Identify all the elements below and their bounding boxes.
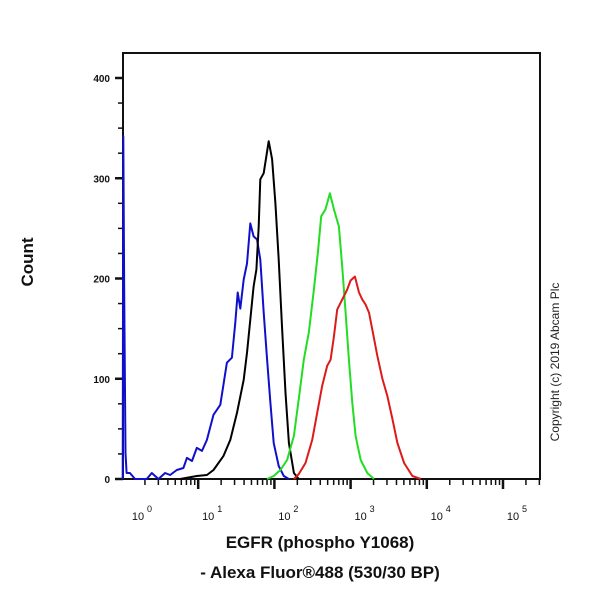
x-tick-label: 10 [507, 511, 519, 523]
y-axis-label: Count [18, 237, 37, 287]
x-tick-label: 10 [132, 511, 144, 523]
x-tick-label-exponent: 5 [522, 504, 527, 514]
x-tick-label: 10 [431, 511, 443, 523]
histogram-series-2 [266, 192, 375, 480]
y-tick-label: 100 [93, 375, 110, 386]
y-tick-label: 200 [93, 275, 110, 286]
copyright-annotation: Copyright (c) 2019 Abcam Plc [548, 282, 562, 442]
y-tick-label: 400 [93, 74, 110, 85]
x-tick-label-exponent: 0 [147, 504, 152, 514]
x-tick-label: 10 [202, 511, 214, 523]
x-tick-label: 10 [354, 511, 366, 523]
histogram-series-1 [180, 140, 300, 480]
x-tick-label-exponent: 4 [446, 504, 451, 514]
histogram-series-0 [121, 135, 290, 480]
x-tick-label: 10 [278, 511, 290, 523]
y-tick-label: 300 [93, 174, 110, 185]
plot-frame [122, 52, 541, 480]
y-tick-label: 0 [104, 475, 110, 486]
histogram-series-3 [293, 275, 422, 480]
x-axis-label-line2: - Alexa Fluor®488 (530/30 BP) [200, 563, 440, 582]
x-tick-label-exponent: 2 [293, 504, 298, 514]
x-axis-label: EGFR (phospho Y1068) [225, 533, 415, 552]
x-tick-label-exponent: 3 [370, 504, 375, 514]
x-tick-label-exponent: 1 [217, 504, 222, 514]
